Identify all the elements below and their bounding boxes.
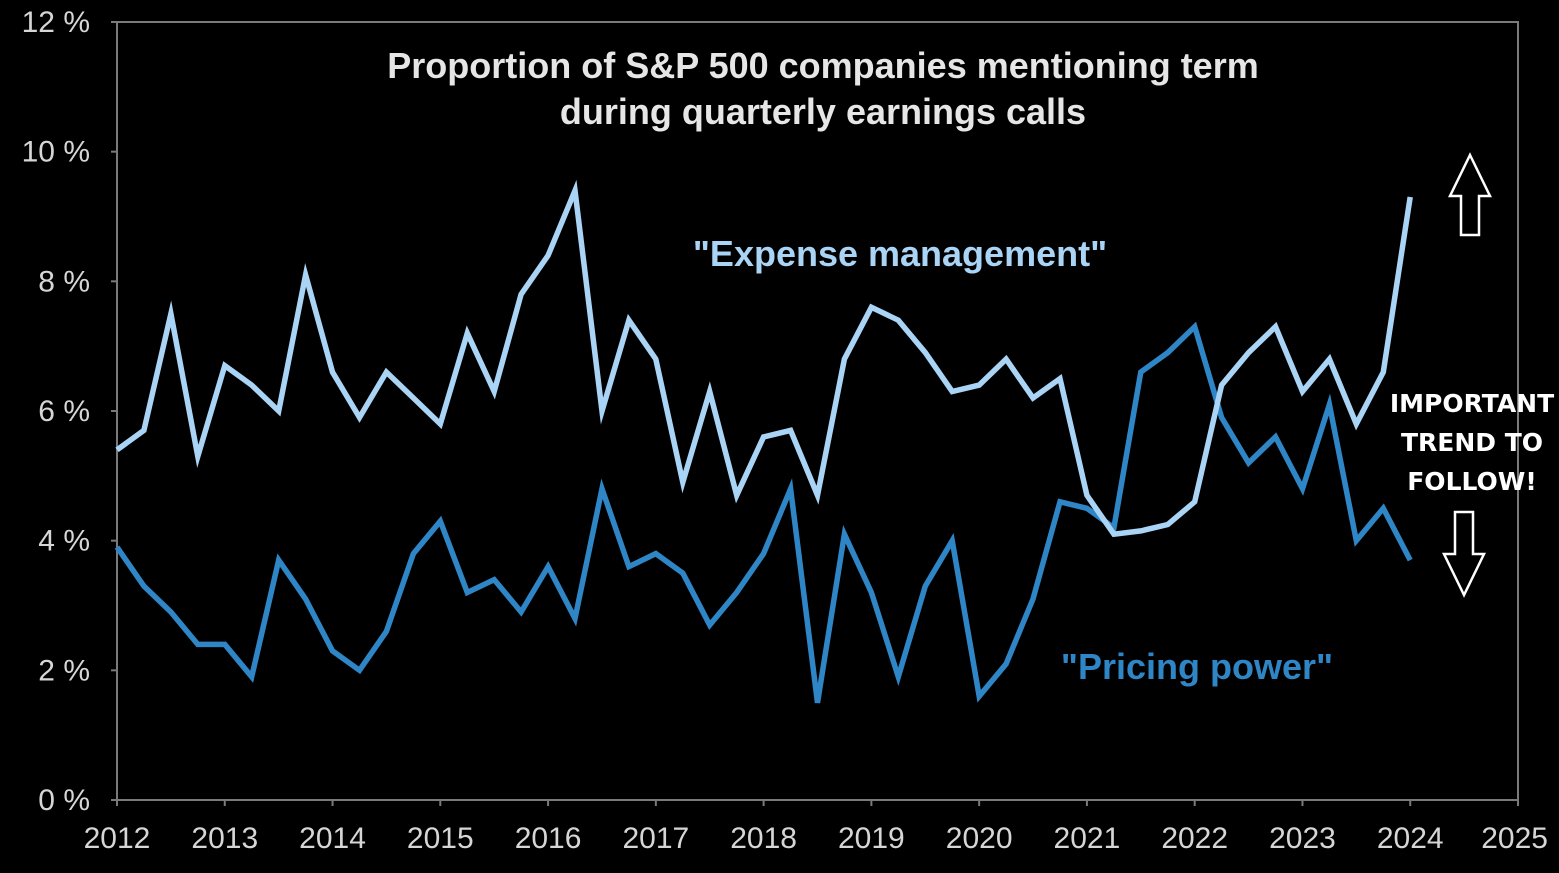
x-tick-label: 2021	[1054, 822, 1121, 855]
pricing-power-line	[114, 321, 1413, 704]
x-tick-label: 2020	[946, 822, 1013, 855]
trend-note: IMPORTANT TREND TO FOLLOW!	[1390, 389, 1554, 496]
x-tick-label: 2025	[1481, 822, 1548, 855]
ticks-layer: 0 % 2 % 4 % 6 % 8 % 10 % 12 % 2012 2013 2014 2015 2…	[22, 6, 1548, 855]
x-tick-label: 2015	[407, 822, 474, 855]
x-tick-label: 2014	[299, 822, 366, 855]
x-tick-label: 2012	[84, 822, 151, 855]
y-tick-label: 10 %	[22, 136, 90, 169]
chart-title-line-2: during quarterly earnings calls	[560, 91, 1086, 132]
y-tick-label: 0 %	[38, 784, 90, 817]
series-layer	[114, 179, 1413, 704]
up-arrow-icon	[1447, 152, 1493, 237]
x-tick-label: 2024	[1377, 822, 1444, 855]
x-tick-label: 2017	[622, 822, 689, 855]
chart-title-line-1: Proportion of S&P 500 companies mentioni…	[387, 45, 1258, 86]
trend-note-line-2: TREND TO	[1401, 428, 1543, 457]
expense-management-series-label: "Expense management"	[693, 233, 1107, 274]
y-tick-label: 4 %	[38, 525, 90, 558]
trend-note-line-1: IMPORTANT	[1390, 389, 1554, 418]
y-tick-label: 12 %	[22, 6, 90, 39]
trend-note-line-3: FOLLOW!	[1407, 467, 1537, 496]
x-tick-label: 2016	[515, 822, 582, 855]
down-arrow-icon	[1441, 510, 1487, 598]
x-tick-label: 2023	[1269, 822, 1336, 855]
x-tick-label: 2018	[730, 822, 797, 855]
x-tick-label: 2022	[1161, 822, 1228, 855]
y-tick-label: 6 %	[38, 395, 90, 428]
expense-management-line	[115, 179, 1413, 538]
y-tick-label: 2 %	[38, 654, 90, 687]
pricing-power-series-label: "Pricing power"	[1061, 646, 1333, 687]
y-tick-label: 8 %	[38, 265, 90, 298]
x-tick-label: 2013	[191, 822, 258, 855]
x-tick-label: 2019	[838, 822, 905, 855]
